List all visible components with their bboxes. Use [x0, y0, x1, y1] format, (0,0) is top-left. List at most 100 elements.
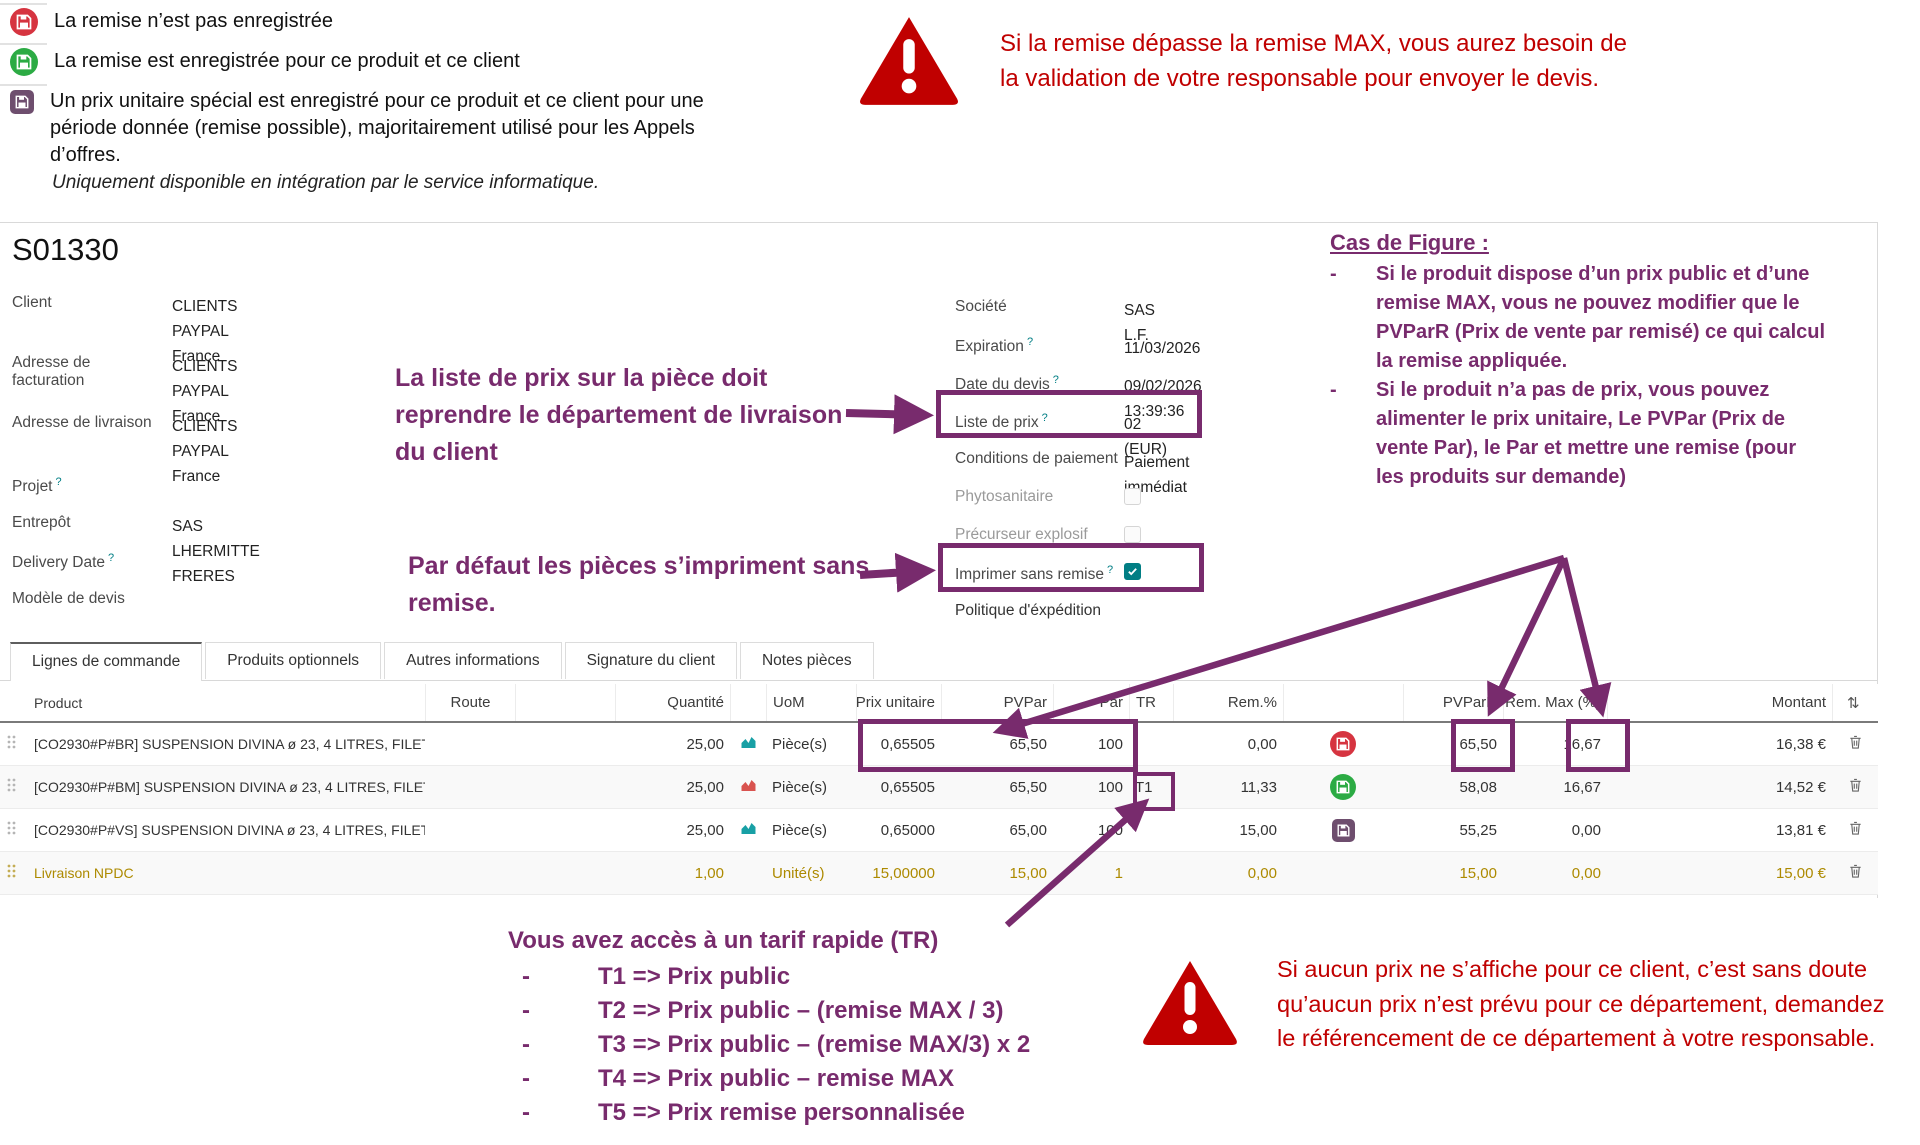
legend-item-label: Un prix unitaire spécial est enregistré … [50, 90, 704, 166]
cell-pvparr[interactable]: 15,00 [1459, 864, 1497, 882]
cell-rem-max[interactable]: 0,00 [1571, 821, 1601, 839]
remise-enregistree-icon[interactable] [1330, 774, 1356, 800]
tabbar-divider [0, 680, 1878, 681]
cell-quantite[interactable]: 1,00 [694, 864, 724, 882]
cell-pvparr[interactable]: 58,08 [1459, 778, 1497, 796]
divider [0, 3, 47, 5]
delete-row-icon[interactable] [1832, 777, 1878, 797]
cell-rem[interactable]: 0,00 [1247, 864, 1277, 882]
field-value[interactable]: CLIENTS PAYPAL France [172, 358, 238, 425]
imprimer-sans-remise-checkbox[interactable] [1124, 563, 1141, 580]
cell-prix-unitaire[interactable]: 15,00000 [872, 864, 935, 882]
column-header-tr[interactable]: TR [1129, 684, 1173, 721]
delete-row-icon[interactable] [1832, 734, 1878, 754]
cell-par[interactable]: 100 [1097, 735, 1123, 753]
adjust-columns-icon[interactable]: ⇅ [1847, 694, 1860, 712]
cell-rem[interactable]: 11,33 [1240, 778, 1277, 796]
column-header-par[interactable]: Par [1053, 684, 1129, 721]
cell-product[interactable]: [CO2930#P#VS] SUSPENSION DIVINA ø 23, 4 … [34, 822, 425, 838]
warning-triangle-icon [856, 14, 962, 113]
tab-signature-du-client[interactable]: Signature du client [564, 642, 737, 679]
column-header-pvparr[interactable]: PVParR [1403, 684, 1503, 721]
cell-rem-max[interactable]: 16,67 [1563, 735, 1601, 753]
legend-item-remise-non-enregistree: La remise n’est pas enregistrée [10, 8, 333, 36]
forecast-chart-icon[interactable] [730, 820, 766, 840]
cell-pvparr[interactable]: 55,25 [1459, 821, 1497, 839]
column-header-pvpar[interactable]: PVPar [941, 684, 1053, 721]
cell-par[interactable]: 100 [1097, 778, 1123, 796]
cell-par[interactable]: 100 [1097, 821, 1123, 839]
field-value[interactable]: 11/03/2026 [1124, 340, 1201, 357]
cell-rem-max[interactable]: 0,00 [1571, 864, 1601, 882]
field-value[interactable]: SAS L.F. [1124, 302, 1156, 344]
column-header-prix-unitaire[interactable]: Prix unitaire [856, 684, 941, 721]
field-label: Conditions de paiement [955, 450, 1118, 467]
table-row[interactable]: [CO2930#P#BM] SUSPENSION DIVINA ø 23, 4 … [0, 766, 1878, 809]
cell-pvpar[interactable]: 15,00 [1009, 864, 1047, 882]
cell-product[interactable]: [CO2930#P#BM] SUSPENSION DIVINA ø 23, 4 … [34, 779, 425, 795]
cell-uom[interactable]: Pièce(s) [772, 735, 828, 753]
drag-handle-icon[interactable] [0, 777, 28, 797]
column-header-forecast [730, 684, 766, 721]
table-row[interactable]: [CO2930#P#VS] SUSPENSION DIVINA ø 23, 4 … [0, 809, 1878, 852]
cell-quantite[interactable]: 25,00 [686, 735, 724, 753]
field-label: Entrepôt [12, 514, 71, 531]
column-header-rem-max[interactable]: Rem. Max (%) [1503, 684, 1607, 721]
field-value[interactable]: CLIENTS PAYPAL France [172, 298, 238, 365]
field-label: Phytosanitaire [955, 488, 1054, 505]
cell-par[interactable]: 1 [1114, 864, 1123, 882]
table-row[interactable]: [CO2930#P#BR] SUSPENSION DIVINA ø 23, 4 … [0, 723, 1878, 766]
cell-prix-unitaire[interactable]: 0,65000 [880, 821, 935, 839]
legend-item-remise-enregistree: La remise est enregistrée pour ce produi… [10, 48, 520, 76]
cell-prix-unitaire[interactable]: 0,65505 [880, 778, 935, 796]
drag-handle-icon[interactable] [0, 734, 28, 754]
cell-rem-max[interactable]: 16,67 [1563, 778, 1601, 796]
cell-prix-unitaire[interactable]: 0,65505 [880, 735, 935, 753]
delete-row-icon[interactable] [1832, 820, 1878, 840]
cell-rem[interactable]: 15,00 [1239, 821, 1277, 839]
prix-special-icon[interactable] [1331, 818, 1355, 842]
column-header-quantite[interactable]: Quantité [615, 684, 730, 721]
table-row-livraison[interactable]: Livraison NPDC 1,00 Unité(s) 15,00000 15… [0, 852, 1878, 895]
forecast-chart-icon[interactable] [730, 777, 766, 797]
help-icon: ? [1026, 336, 1034, 348]
field-value[interactable]: 02 (EUR) [1124, 416, 1168, 458]
cell-pvpar[interactable]: 65,00 [1009, 821, 1047, 839]
cell-pvpar[interactable]: 65,50 [1009, 735, 1047, 753]
tab-autres-informations[interactable]: Autres informations [384, 642, 562, 679]
tab-lignes-de-commande[interactable]: Lignes de commande [10, 642, 203, 681]
phytosanitaire-checkbox[interactable] [1124, 488, 1141, 505]
column-header-product[interactable]: Product [34, 694, 83, 711]
column-header-rem[interactable]: Rem.% [1173, 684, 1283, 721]
forecast-chart-icon[interactable] [730, 734, 766, 754]
field-value[interactable]: Paiement immédiat [1124, 454, 1190, 496]
field-value[interactable]: CLIENTS PAYPAL France [172, 418, 238, 485]
column-header-options[interactable]: ⇅ [1832, 684, 1878, 721]
cell-rem[interactable]: 0,00 [1247, 735, 1277, 753]
cell-uom[interactable]: Pièce(s) [772, 778, 828, 796]
column-header-route[interactable]: Route [425, 684, 515, 721]
cell-quantite[interactable]: 25,00 [686, 821, 724, 839]
cell-pvparr[interactable]: 65,50 [1459, 735, 1497, 753]
drag-handle-icon[interactable] [0, 863, 28, 883]
precurseur-explosif-checkbox[interactable] [1124, 526, 1141, 543]
cell-pvpar[interactable]: 65,50 [1009, 778, 1047, 796]
cell-quantite[interactable]: 25,00 [686, 778, 724, 796]
legend-item-label: La remise n’est pas enregistrée [54, 10, 334, 32]
bullet-dash: - [522, 1065, 530, 1092]
cell-uom[interactable]: Unité(s) [772, 864, 825, 882]
cell-tr[interactable]: T1 [1135, 778, 1153, 796]
column-header-uom[interactable]: UoM [766, 684, 856, 721]
remise-non-enregistree-icon[interactable] [1330, 731, 1356, 757]
drag-handle-icon[interactable] [0, 820, 28, 840]
cell-product[interactable]: Livraison NPDC [34, 865, 134, 881]
tab-produits-optionnels[interactable]: Produits optionnels [205, 642, 382, 679]
cell-product[interactable]: [CO2930#P#BR] SUSPENSION DIVINA ø 23, 4 … [34, 736, 425, 752]
cell-uom[interactable]: Pièce(s) [772, 821, 828, 839]
warning-bottom-text: Si aucun prix ne s’affiche pour ce clien… [1277, 956, 1885, 1051]
column-header-montant[interactable]: Montant [1607, 684, 1832, 721]
tab-notes-pieces[interactable]: Notes pièces [739, 642, 874, 679]
field-value[interactable]: SAS LHERMITTE FRERES [172, 518, 260, 585]
field-label: Imprimer sans remise? [955, 564, 1114, 584]
delete-row-icon[interactable] [1832, 863, 1878, 883]
